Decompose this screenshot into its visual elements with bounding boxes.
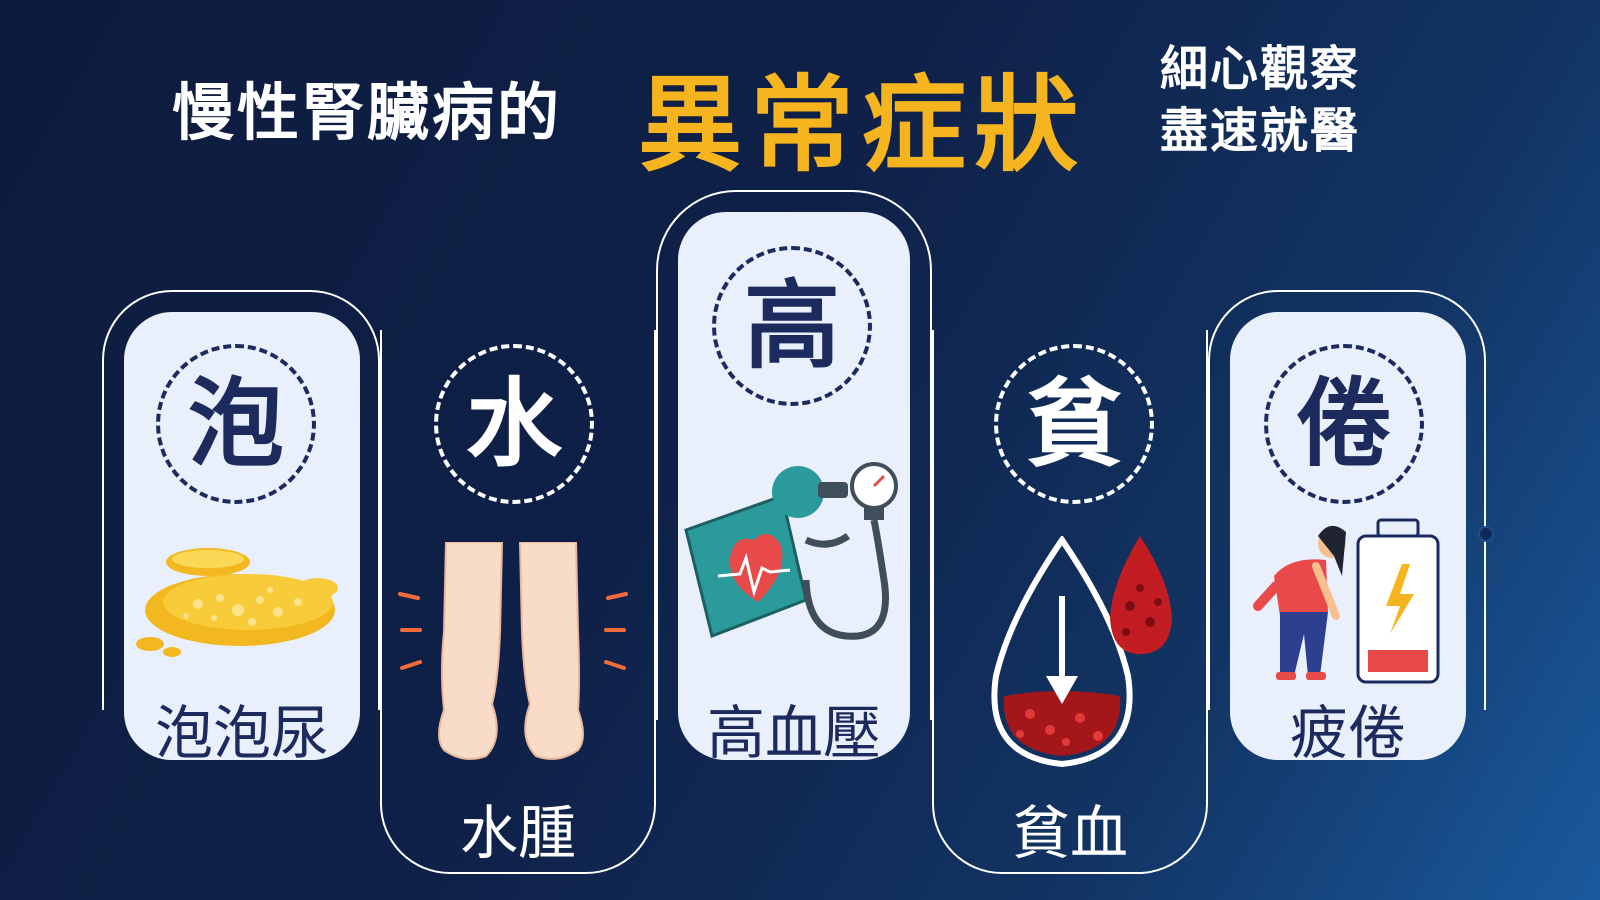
decorative-dot (1478, 526, 1494, 542)
anemia-blood-drop-icon (991, 536, 1172, 768)
symptom-label-hypertension: 高血壓 (706, 699, 881, 767)
symptom-char-circle-edema: 水 (434, 344, 594, 504)
title-side-line-2: 盡速就醫 (1160, 103, 1361, 159)
symptom-label-fatigue: 疲倦 (1289, 699, 1406, 767)
title-side-text: 細心觀察 盡速就醫 (1160, 38, 1360, 162)
fatigue-low-battery-icon (1253, 518, 1440, 684)
infographic-title: 慢性腎臟病的 異常症狀 細心觀察 盡速就醫 (0, 38, 1600, 186)
swollen-legs-icon (398, 542, 628, 760)
symptom-label-anemia: 貧血 (1011, 799, 1128, 867)
card-outline-foam (102, 290, 380, 710)
foamy-urine-puddle-icon (136, 548, 338, 657)
symptom-char-circle-hypertension: 高 (712, 246, 872, 406)
symptom-char-circle-foam: 泡 (156, 344, 316, 504)
symptom-char-circle-anemia: 貧 (994, 344, 1154, 504)
title-main: 慢性腎臟病的 (172, 76, 563, 149)
title-accent: 異常症狀 (638, 64, 1087, 186)
symptom-label-foam: 泡泡尿 (154, 699, 329, 767)
card-outline-anemia (932, 330, 1208, 874)
blood-pressure-monitor-icon (684, 462, 898, 640)
card-outline-hypertension (656, 190, 932, 720)
card-outline-fatigue (1208, 290, 1486, 710)
symptom-label-edema: 水腫 (459, 799, 576, 867)
symptom-char-circle-fatigue: 倦 (1264, 344, 1424, 504)
card-outline-edema (380, 330, 656, 874)
title-side-line-1: 細心觀察 (1160, 41, 1361, 97)
